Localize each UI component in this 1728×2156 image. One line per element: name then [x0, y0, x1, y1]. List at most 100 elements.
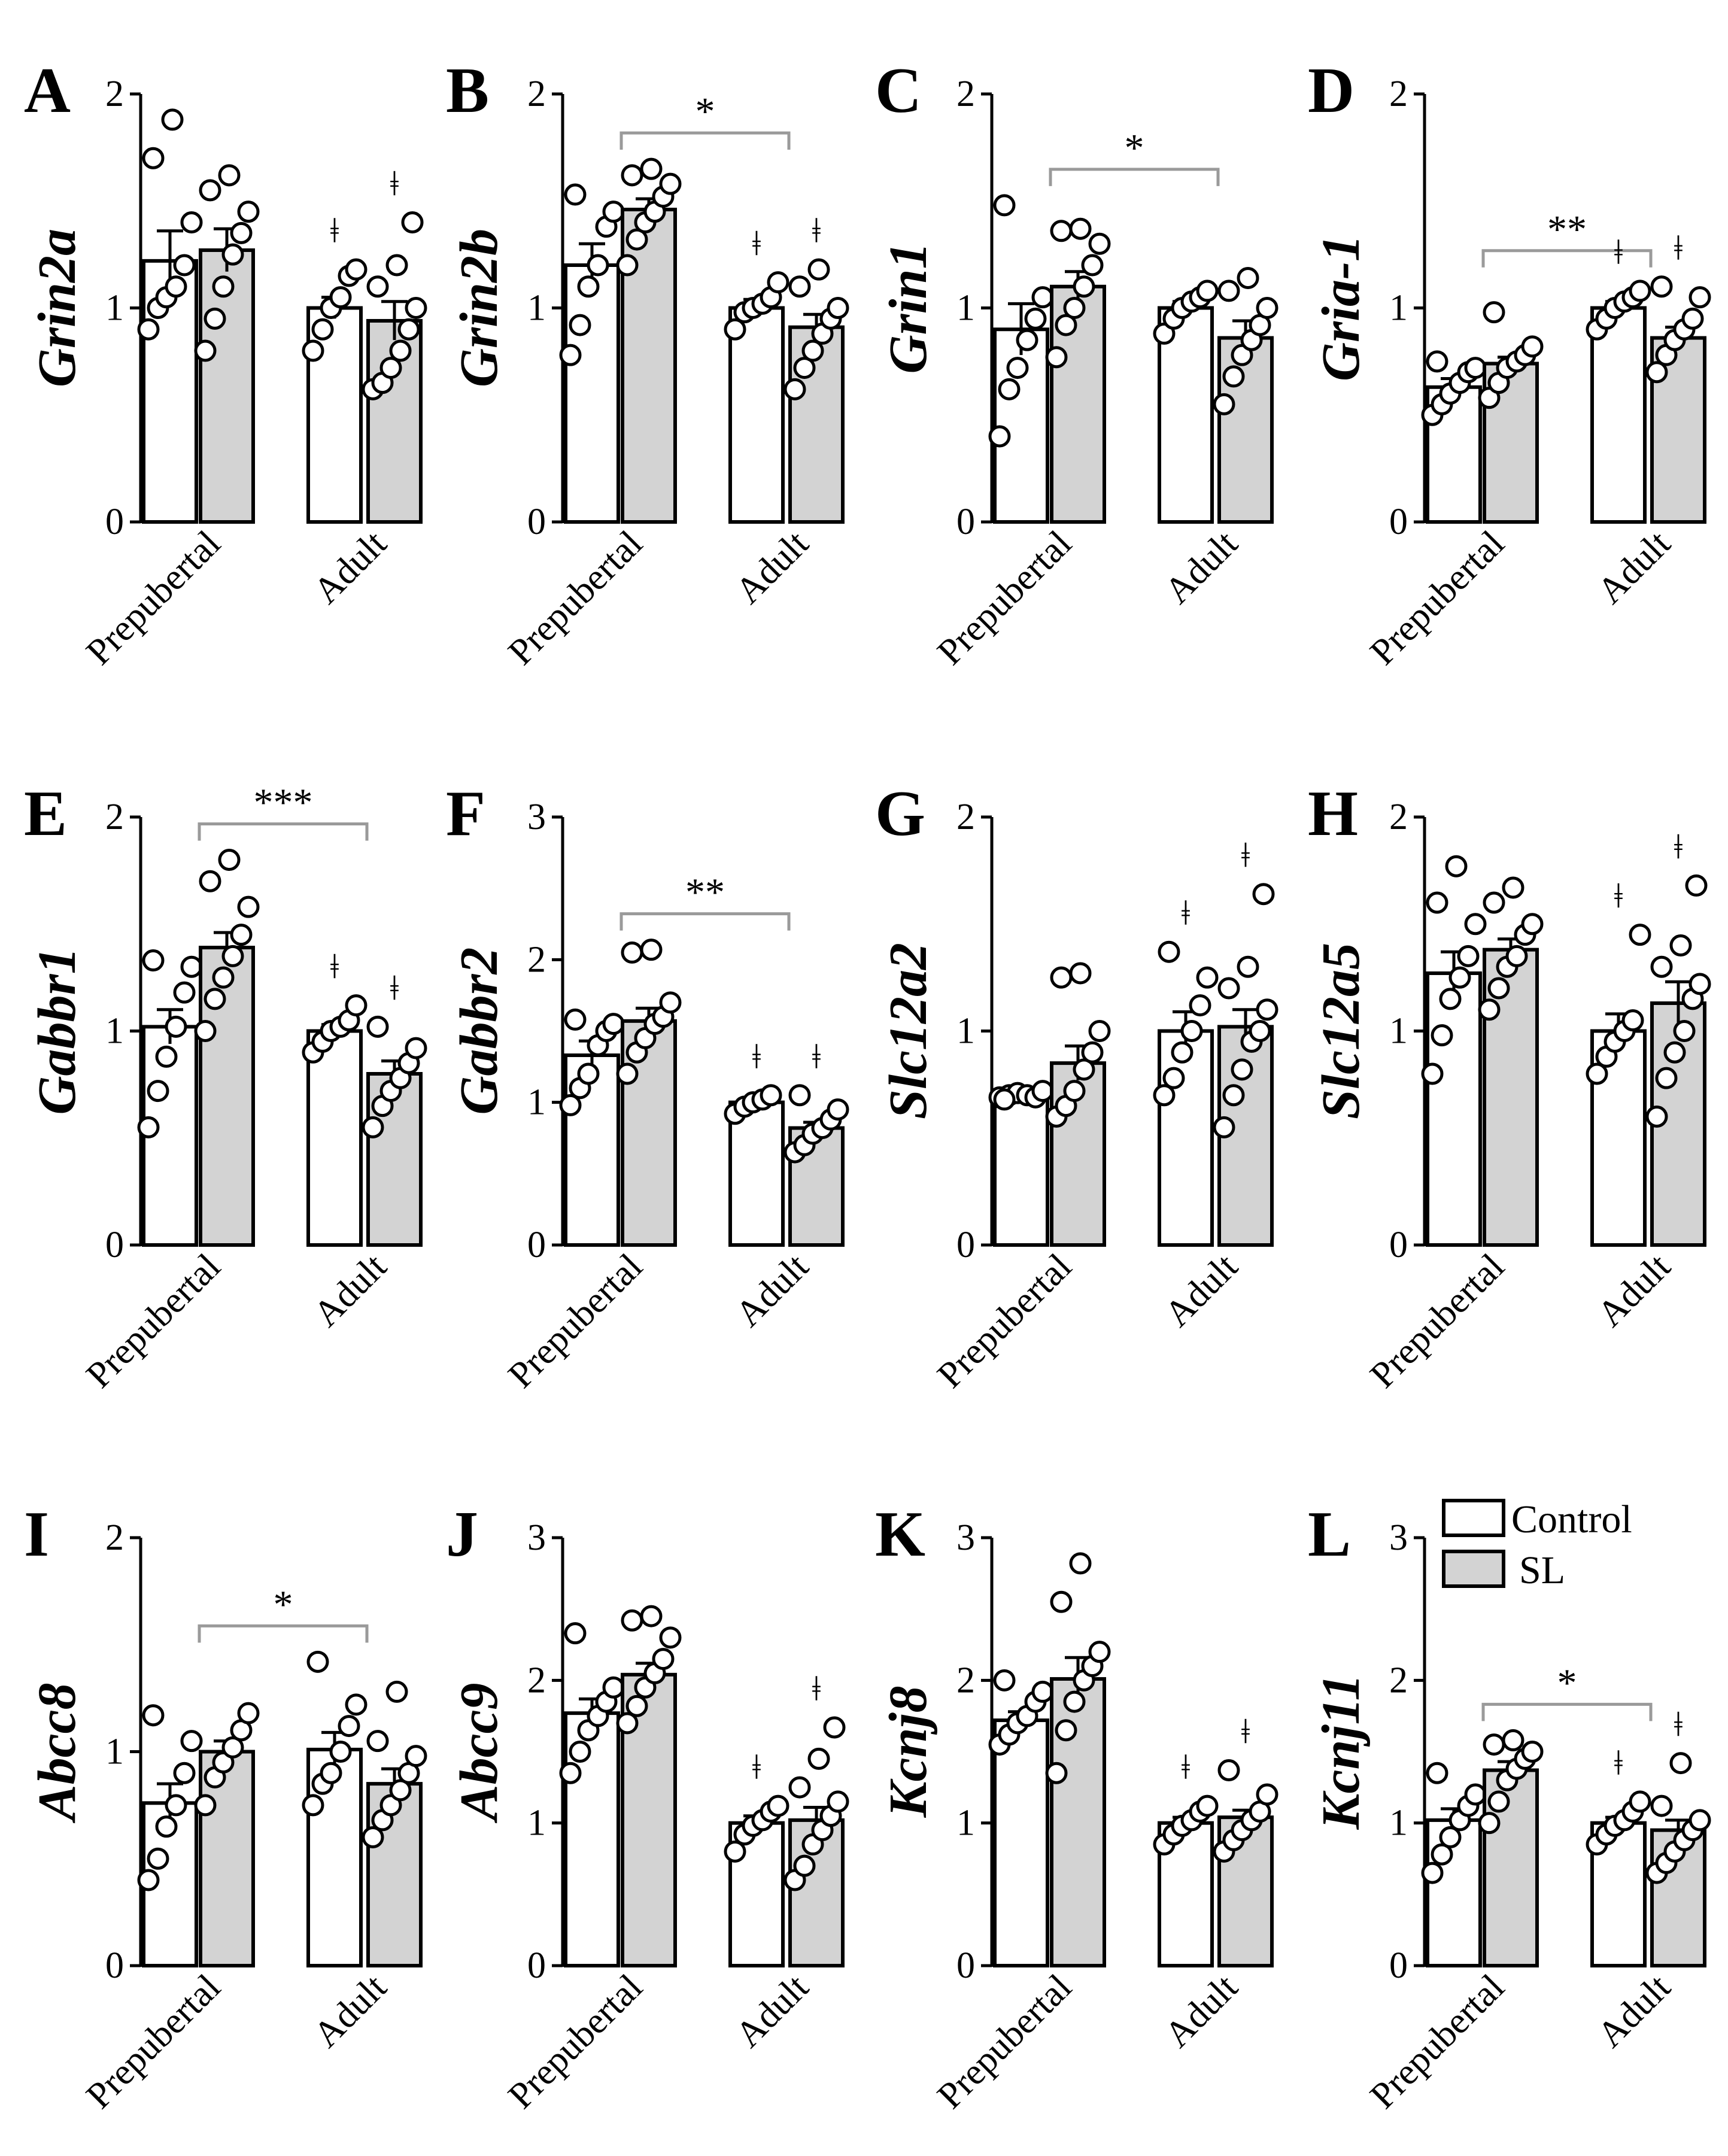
data-point — [1063, 297, 1086, 319]
data-point — [161, 108, 184, 131]
data-point — [564, 183, 587, 206]
panel-letter: F — [446, 778, 485, 849]
y-axis-label: Abcc8 — [28, 1683, 87, 1824]
data-point — [1521, 335, 1544, 358]
adult-dagger: ǂ — [812, 1669, 821, 1708]
panel-letter: L — [1308, 1499, 1351, 1570]
data-point — [1249, 1020, 1271, 1042]
panel-letter: J — [446, 1499, 478, 1570]
significance-label: ** — [1547, 208, 1587, 251]
adult-dagger: ǂ — [752, 224, 761, 263]
significance-bracket — [198, 1624, 369, 1643]
y-tick-label: 1 — [527, 1803, 546, 1844]
data-point — [1439, 1826, 1462, 1848]
significance-label: *** — [254, 781, 313, 825]
data-point — [221, 945, 244, 967]
data-point — [724, 1840, 746, 1863]
data-point — [180, 1730, 203, 1753]
data-point — [194, 339, 217, 362]
y-tick-label: 1 — [105, 1011, 124, 1052]
significance-bracket — [198, 822, 369, 841]
data-point — [1088, 1641, 1111, 1663]
significance-label: * — [274, 1583, 293, 1626]
data-point — [173, 981, 196, 1004]
data-point — [1196, 1794, 1219, 1817]
data-point — [401, 211, 424, 233]
data-point — [1171, 1041, 1193, 1064]
data-point — [1081, 1041, 1104, 1064]
data-point — [577, 1062, 600, 1085]
data-point — [165, 1794, 187, 1817]
significance-bracket — [1049, 168, 1220, 186]
adult-dagger: ǂ — [1614, 233, 1623, 272]
data-point — [659, 991, 682, 1014]
data-point — [1158, 940, 1180, 963]
significance-label: * — [1557, 1661, 1577, 1705]
data-point — [1464, 913, 1487, 936]
bar-control-prepubertal — [1426, 971, 1482, 1247]
data-point — [1217, 280, 1240, 302]
data-point — [652, 1648, 675, 1671]
data-point — [640, 939, 663, 961]
adult-dagger: ǂ — [1614, 1744, 1623, 1783]
data-point — [1063, 1690, 1086, 1713]
data-point — [1650, 1794, 1673, 1817]
y-tick-label: 1 — [1389, 288, 1408, 329]
y-tick-label: 1 — [1389, 1011, 1408, 1052]
adult-dagger: ǂ — [752, 1748, 761, 1787]
data-point — [1629, 280, 1651, 302]
data-point — [616, 1062, 639, 1085]
data-point — [827, 1790, 849, 1813]
y-tick-label: 0 — [1389, 1945, 1408, 1986]
data-point — [788, 1084, 811, 1107]
data-point — [1439, 988, 1462, 1010]
data-point — [724, 318, 746, 341]
y-tick-label: 3 — [527, 797, 546, 837]
data-point — [379, 357, 402, 379]
y-tick-label: 0 — [105, 1225, 124, 1265]
adult-dagger: ǂ — [812, 211, 821, 250]
y-tick-label: 1 — [956, 1803, 975, 1844]
adult-dagger: ǂ — [812, 1037, 821, 1076]
y-axis-label: Gabbr2 — [450, 947, 509, 1115]
data-point — [993, 194, 1016, 217]
data-point — [1073, 275, 1095, 298]
data-point — [362, 1826, 384, 1848]
adult-dagger: ǂ — [330, 948, 339, 986]
y-tick-label: 0 — [956, 1225, 975, 1265]
y-tick-label: 2 — [956, 1660, 975, 1700]
panel-letter: C — [875, 55, 922, 126]
adult-dagger: ǂ — [1674, 827, 1683, 866]
data-point — [1483, 301, 1505, 324]
y-tick-label: 0 — [105, 502, 124, 542]
data-point — [1487, 1790, 1510, 1813]
y-tick-label: 2 — [105, 797, 124, 837]
data-point — [807, 1747, 830, 1770]
legend-label-control: Control — [1511, 1498, 1632, 1541]
data-point — [1464, 357, 1487, 379]
y-tick-label: 0 — [956, 1945, 975, 1986]
data-point — [559, 1762, 582, 1784]
y-tick-label: 0 — [1389, 1225, 1408, 1265]
y-tick-label: 0 — [527, 1225, 546, 1265]
data-point — [1217, 1759, 1240, 1781]
data-point — [1045, 1762, 1068, 1784]
data-point — [306, 1650, 329, 1673]
panel-letter: K — [875, 1499, 925, 1570]
data-point — [1088, 232, 1111, 255]
data-point — [1663, 1041, 1686, 1064]
data-point — [218, 849, 241, 871]
data-point — [180, 955, 203, 978]
data-point — [405, 297, 427, 319]
data-point — [221, 243, 244, 266]
data-point — [1502, 1729, 1524, 1751]
adult-dagger: ǂ — [1182, 894, 1191, 933]
legend-swatch-sl — [1442, 1550, 1505, 1588]
data-point — [1621, 1009, 1644, 1032]
data-point — [1006, 357, 1029, 379]
data-point — [385, 254, 408, 277]
data-point — [199, 179, 221, 202]
y-axis-label: Kcnj8 — [879, 1686, 938, 1818]
data-point — [823, 1716, 846, 1739]
y-tick-label: 2 — [1389, 1660, 1408, 1700]
